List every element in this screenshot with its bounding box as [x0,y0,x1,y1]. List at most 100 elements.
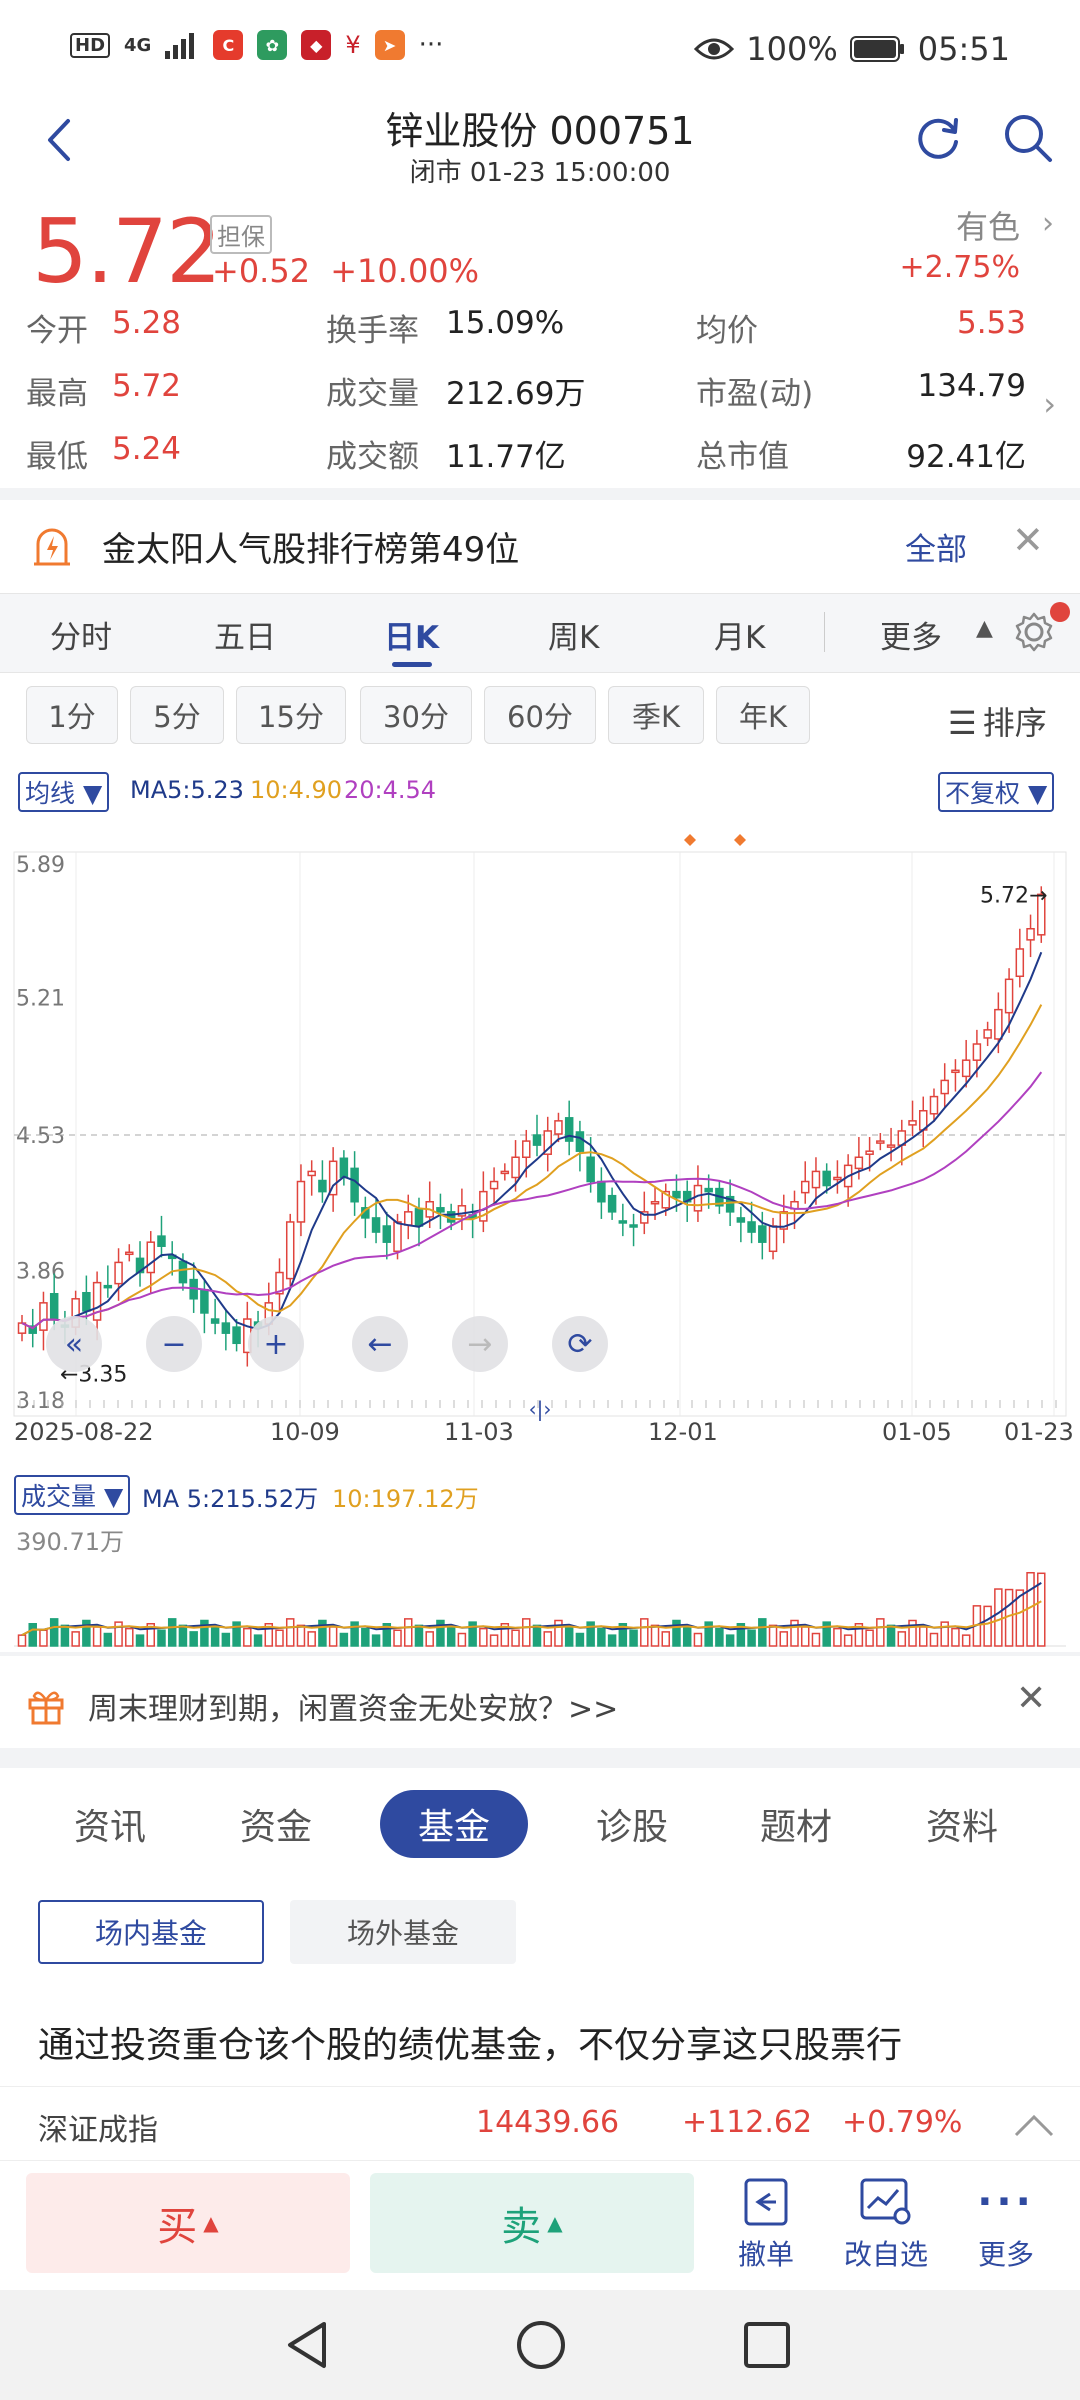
kline-chart[interactable]: 5.895.214.533.863.185.72→←3.35« − + ← → ⟳‹|› [0,810,1080,1450]
volume-bar [768,1624,778,1647]
y-tick-label: 5.21 [16,987,65,1012]
active-tab-indicator [392,662,432,667]
volume-bar [275,1629,284,1647]
candle-body [339,1157,349,1179]
volume-bar [951,1627,960,1647]
period-tabs: 分时 五日 日K 周K 月K 更多 ▲ [0,593,1080,673]
nav-recents-icon[interactable] [742,2320,792,2370]
tab-five-day[interactable]: 五日 [214,620,276,656]
index-ticker[interactable]: 深证成指 14439.66 +112.62 +0.79% [0,2086,1080,2160]
zoom-out-button [146,1316,202,1372]
trade-bar: 买 ▲ 卖 ▲ 撤单 改自选 ··· 更多 [0,2160,1080,2290]
refresh-icon[interactable] [912,112,964,164]
adjust-selector[interactable]: 不复权 ▼ [938,772,1055,812]
candle-body [854,1156,864,1170]
interval-5min[interactable]: 5分 [130,686,224,744]
popularity-banner[interactable]: 金太阳人气股排行榜第49位 全部 ✕ [0,500,1080,592]
volume-bar [114,1621,123,1647]
cancel-order-button[interactable]: 撤单 [706,2171,826,2273]
candle-body [597,1180,606,1203]
tab-separator [824,612,825,652]
more-button[interactable]: ··· 更多 [946,2171,1066,2273]
stat-label: 换手率 [326,313,419,349]
candle-body [1037,893,1046,936]
sector-link[interactable]: 有色 [955,208,1020,246]
tab-capital[interactable]: 资金 [240,1807,313,1848]
back-icon[interactable] [40,115,80,165]
edit-watchlist-button[interactable]: 改自选 [826,2171,946,2273]
volume-chart[interactable] [0,1500,1080,1650]
nav-back-icon[interactable] [282,2318,332,2372]
search-icon[interactable] [1002,112,1054,164]
indicator-selector[interactable]: 均线 ▼ [18,772,110,812]
candle-body [489,1180,499,1190]
volume-ma5-legend: MA 5:215.52万 [142,1485,319,1513]
tab-daily-k[interactable]: 日K [384,620,440,656]
tab-intraday[interactable]: 分时 [50,620,112,656]
chevron-up-icon[interactable] [1012,2111,1056,2139]
interval-1min[interactable]: 1分 [26,686,118,744]
tab-monthly-k[interactable]: 月K [714,620,766,656]
stat-label: 市盈(动) [696,376,814,412]
clock: 05:51 [917,30,1010,68]
volume-indicator-selector[interactable]: 成交量 ▼ [14,1475,131,1515]
promo-text[interactable]: 周末理财到期，闲置资金无处安放？>> [88,1692,619,1727]
banner-text[interactable]: 金太阳人气股排行榜第49位 [102,530,520,570]
candle-body [640,1211,649,1224]
volume-bar [49,1618,59,1647]
sort-button[interactable]: ☰ 排序 [948,698,1047,744]
gear-icon[interactable] [1012,610,1056,654]
volume-bar [17,1634,27,1647]
volume-bar [940,1621,949,1647]
promo-banner[interactable]: 周末理财到期，闲置资金无处安放？>> ✕ [0,1670,1080,1740]
tab-funds[interactable]: 基金 [380,1790,529,1858]
buy-button[interactable]: 买 ▲ [26,2173,350,2273]
signal-icon [165,33,195,59]
candle-body [436,1207,445,1213]
interval-15min[interactable]: 15分 [236,686,346,744]
candle-body [221,1322,231,1334]
tab-otc-funds[interactable]: 场外基金 [290,1900,516,1964]
nav-home-icon[interactable] [514,2318,568,2372]
candle-body [200,1288,209,1314]
candle-body [414,1208,424,1227]
tab-more[interactable]: 更多 [880,620,942,656]
interval-year[interactable]: 年K [716,686,810,744]
adjust-label: 不复权 [945,779,1021,808]
volume-bar [811,1632,821,1647]
volume-bar [221,1632,231,1647]
status-bar: HD 4G C ✿ ◆ ¥ ➤ ··· 100% 05:51 [0,0,1080,100]
gift-app-icon: ◆ [301,30,332,60]
interval-30min[interactable]: 30分 [360,686,472,744]
battery-icon [849,36,904,62]
volume-bar [800,1626,810,1647]
tab-themes[interactable]: 题材 [760,1807,833,1848]
banner-all-link[interactable]: 全部 [905,532,967,568]
tab-diagnosis[interactable]: 诊股 [596,1807,669,1848]
indicator-label: 均线 [25,779,76,808]
tab-weekly-k[interactable]: 周K [548,620,600,656]
tab-exchange-funds[interactable]: 场内基金 [38,1900,264,1964]
sell-button[interactable]: 卖 ▲ [370,2173,694,2273]
chevron-right-icon[interactable]: › [1042,206,1054,241]
close-icon[interactable]: ✕ [1016,1678,1047,1719]
close-icon[interactable]: ✕ [1012,518,1044,562]
interval-quarter[interactable]: 季K [608,686,704,744]
triangle-up-icon[interactable]: ▲ [976,616,993,641]
y-tick-label: 4.53 [16,1124,65,1149]
index-name: 深证成指 [38,2113,158,2148]
tab-profile[interactable]: 资料 [926,1807,999,1848]
open-value: 5.28 [112,305,182,341]
candle-body [672,1190,681,1199]
chevron-right-icon[interactable]: › [1043,385,1056,423]
volume-bar [532,1624,542,1647]
tab-news[interactable]: 资讯 [74,1807,147,1848]
volume-bar [661,1631,670,1647]
interval-60min[interactable]: 60分 [484,686,596,744]
ma20-line [21,1071,1043,1330]
guarantee-badge: 担保 [210,215,272,254]
volume-bar [328,1626,338,1647]
sort-label: 排序 [982,704,1047,742]
volume-legend: 成交量 ▼ MA 5:215.52万 10:197.12万 [0,1475,1080,1515]
volume-bar [157,1629,166,1647]
